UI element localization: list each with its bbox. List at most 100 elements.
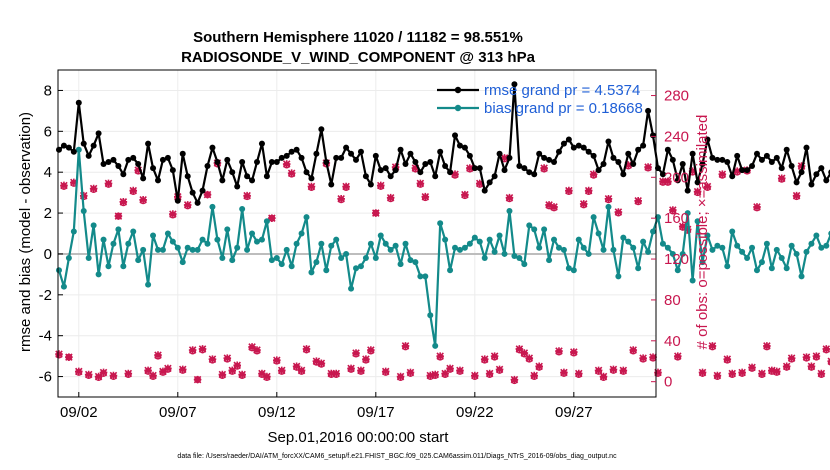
bias-point (669, 250, 676, 257)
obs-assimilated-point (678, 222, 687, 231)
bias-point (90, 222, 97, 229)
rmse-point (273, 158, 280, 165)
rmse-point (803, 144, 810, 151)
obs-assimilated-point (480, 355, 489, 363)
bias-point (724, 263, 731, 270)
obs-assimilated-point (55, 350, 63, 358)
obs-assimilated-point (782, 362, 791, 371)
axis-ticks: 09/02 09/07 09/12 09/17 09/22 09/27 -6 -4 -2 0 2 4 6… (39, 82, 689, 421)
obs-assimilated-point (614, 208, 623, 216)
rmse-point (387, 173, 394, 180)
legend: rmse grand pr = 4.5374 bias grand pr = 0… (437, 82, 643, 117)
obs-assimilated-point (500, 154, 509, 162)
obs-assimilated-point (248, 343, 256, 351)
bias-series-layer (55, 146, 830, 349)
rmse-point (407, 150, 414, 157)
bias-point (328, 242, 335, 249)
bias-point (95, 271, 102, 278)
rmse-point (219, 177, 226, 184)
obs-assimilated-point (228, 366, 237, 375)
rmse-point (447, 169, 454, 176)
rmse-point (249, 177, 256, 184)
bias-point (159, 246, 166, 253)
rmse-point (753, 150, 760, 157)
bias-point (620, 234, 627, 241)
obs-assimilated-point (287, 169, 296, 178)
rmse-point (788, 163, 795, 170)
obs-assimilated-point (312, 357, 321, 366)
rmse-point (551, 158, 558, 165)
y-right-tick-label: 240 (664, 128, 689, 145)
bias-point (407, 257, 414, 264)
rmse-point (669, 156, 676, 163)
bias-point (461, 244, 468, 251)
obs-assimilated-point (292, 362, 301, 371)
rmse-point (402, 161, 409, 168)
bias-point (224, 226, 231, 233)
obs-assimilated-point (654, 368, 662, 377)
obs-assimilated-point (510, 375, 519, 384)
obs-assimilated-point (193, 375, 202, 384)
bias-point (496, 232, 503, 239)
obs-assimilated-point (347, 364, 355, 373)
rmse-point (516, 163, 523, 170)
bias-point (135, 257, 142, 264)
y-axis-right-label: # of obs: o=possible; ×=assimilated (694, 115, 711, 350)
obs-possible-point (827, 359, 830, 366)
obs-assimilated-point (263, 372, 271, 381)
obs-assimilated-point (812, 352, 821, 360)
bias-point (818, 244, 825, 251)
bias-point (511, 252, 518, 259)
rmse-point (164, 154, 171, 161)
bias-point (650, 228, 657, 235)
rmse-point (570, 144, 577, 151)
obs-assimilated-point (565, 186, 573, 195)
bias-point (546, 257, 553, 264)
rmse-point (288, 148, 295, 155)
obs-assimilated-point (584, 186, 593, 195)
bias-point (798, 273, 805, 280)
rmse-point (263, 173, 270, 180)
obs-assimilated-point (693, 187, 702, 196)
legend-bias-marker (454, 104, 462, 112)
obs-assimilated-point (461, 190, 469, 199)
bias-point (531, 226, 538, 233)
obs-count-layer (55, 154, 830, 385)
obs-assimilated-point (183, 201, 192, 209)
bias-point (749, 244, 756, 251)
rmse-point (749, 163, 756, 170)
y-right-tick-label: 160 (664, 210, 689, 227)
rmse-point (120, 171, 127, 178)
obs-assimilated-point (718, 170, 727, 179)
bias-point (630, 244, 637, 251)
bias-point (625, 238, 632, 245)
obs-assimilated-point (451, 170, 459, 179)
obs-assimilated-point (406, 368, 415, 377)
rmse-point (159, 156, 166, 163)
bias-point (635, 265, 642, 272)
obs-assimilated-point (708, 342, 717, 350)
bias-point (115, 226, 122, 233)
rmse-point (555, 148, 562, 155)
bias-point (164, 230, 171, 237)
rmse-point (115, 163, 122, 170)
bias-point (664, 244, 671, 251)
rmse-point (501, 167, 508, 174)
obs-assimilated-point (822, 345, 830, 353)
rmse-point (258, 140, 265, 147)
obs-assimilated-point (639, 354, 647, 362)
obs-assimilated-point (698, 368, 707, 377)
grid (58, 70, 656, 397)
obs-assimilated-point (490, 352, 499, 360)
bias-point (689, 277, 696, 284)
bias-point (560, 246, 567, 253)
obs-assimilated-point (243, 191, 251, 200)
obs-assimilated-point (495, 365, 504, 374)
rmse-point (100, 161, 107, 168)
rmse-point (234, 183, 241, 190)
bias-point (456, 246, 463, 253)
obs-assimilated-point (664, 177, 672, 186)
obs-assimilated-point (634, 197, 642, 205)
bias-point (258, 236, 265, 243)
